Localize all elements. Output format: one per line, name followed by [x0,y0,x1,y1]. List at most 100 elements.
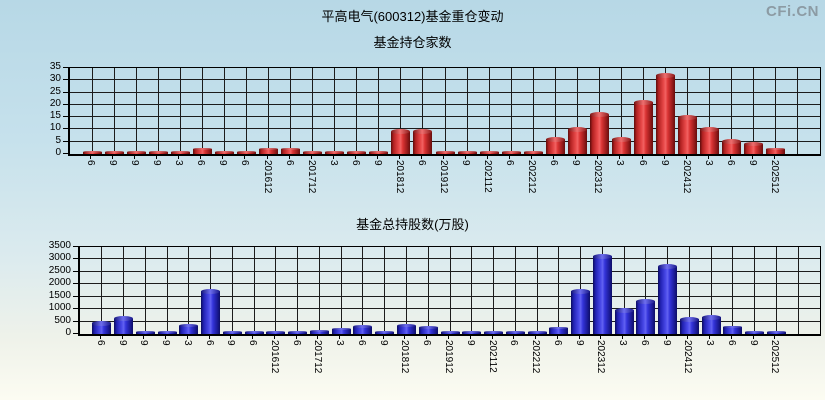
bar-top-cap [766,148,786,151]
blue-bar [658,264,678,334]
red-bar [589,112,609,154]
x-axis-label: 3 [173,160,185,166]
x-axis-label: 202212 [526,160,538,194]
bar-top-cap [104,150,124,153]
gridline-v [400,68,402,154]
x-axis-tick [244,155,246,159]
gridline-v [123,247,125,334]
bar-top-cap [658,264,678,270]
blue-bar [244,331,264,334]
gridline-v [623,247,625,334]
bar-top-cap [303,150,323,153]
red-bar [104,150,124,154]
gridline-v [356,68,358,154]
y-axis-label: 15 [49,110,61,122]
blue-bar [222,331,242,334]
x-axis-label: 201812 [393,160,405,194]
red-bar [236,150,256,154]
x-axis-tick [230,335,232,339]
bar-top-cap [745,331,765,333]
x-axis-label: 9 [464,340,476,346]
gridline-v [166,247,168,334]
x-axis-tick [222,155,224,159]
y-axis-tick [73,283,78,285]
x-axis-label: 9 [138,340,150,346]
red-bar [281,148,301,154]
gridline-v [576,68,578,154]
x-axis-tick [156,155,158,159]
y-axis-tick [73,246,78,247]
bar-top-cap [82,150,102,153]
gridline-v [688,247,690,334]
gridline-v [493,247,495,334]
x-axis-tick [709,335,711,339]
x-axis-label: 201712 [305,160,317,194]
red-bar [523,150,543,154]
gridline-v [449,247,451,334]
red-bar [148,150,168,154]
bar-top-cap [505,331,525,333]
blue-bar [288,331,308,334]
y-axis-tick [63,128,68,130]
x-axis-label: 202412 [682,340,694,374]
bar-top-cap [723,325,743,329]
red-bar [192,148,212,154]
x-axis-label: 6 [290,340,302,346]
x-axis-label: 9 [460,160,472,166]
gridline-v [710,247,712,334]
blue-bar [201,288,221,334]
y-axis-label: 35 [49,61,61,72]
bar-top-cap [435,150,455,153]
red-bar [214,150,234,154]
x-axis-tick [398,155,400,159]
bar-top-cap [614,307,634,313]
bar-top-cap [92,321,112,326]
y-axis-tick [63,116,68,118]
x-axis-tick [376,155,378,159]
y-axis-tick [73,295,78,297]
x-axis-label: 202312 [595,340,607,374]
bar-top-cap [347,150,367,153]
bar-top-cap [201,288,221,294]
x-axis-tick [665,335,667,339]
bar-top-cap [462,330,482,333]
bar-top-cap [266,331,286,333]
x-axis-label: 9 [160,340,172,346]
bar-top-cap [766,331,786,333]
y-axis-tick [73,308,78,310]
gridline-v [709,68,711,154]
blue-bar [505,331,525,334]
gridline-v [797,68,799,154]
x-axis-tick [535,335,537,339]
blue-bar [549,327,569,334]
x-axis-tick [751,155,753,159]
x-axis-tick [641,155,643,159]
red-bar [126,150,146,154]
bar-top-cap [679,316,699,322]
y-axis-label: 500 [54,314,71,326]
watermark-logo: CFi.CN [766,3,819,20]
x-axis-label: 9 [746,160,758,166]
x-axis-tick [553,155,555,159]
blue-bar [331,327,351,334]
red-bar [501,150,521,154]
bar-top-cap [170,150,190,153]
bar-top-cap [722,139,742,145]
x-axis-tick [578,335,580,339]
bar-top-cap [391,129,411,135]
x-axis-tick [339,335,341,339]
gridline-v [157,68,159,154]
y-axis-label: 20 [49,97,61,109]
gridline-v [510,68,512,154]
gridline-v [687,68,689,154]
x-axis-tick [491,335,493,339]
gridline-v [732,247,734,334]
y-axis-tick [63,91,68,93]
bar-top-cap [396,323,416,328]
x-axis-label: 3 [614,160,626,166]
red-bar [347,150,367,154]
blue-bar [701,314,721,334]
bar-top-cap [656,72,676,78]
x-axis-label: 6 [508,340,520,346]
bar-top-cap [135,331,155,333]
